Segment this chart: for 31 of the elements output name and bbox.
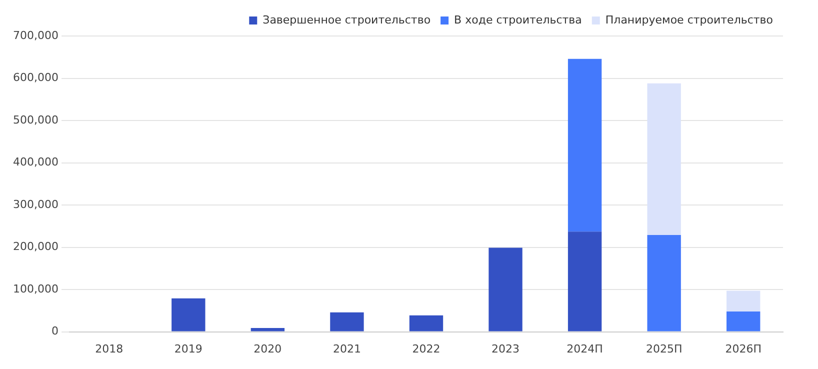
- y-tick-label: 200,000: [12, 240, 58, 254]
- y-tick-label: 300,000: [12, 198, 58, 211]
- bar: [172, 298, 206, 332]
- x-tick-label: 2020: [254, 342, 282, 356]
- x-tick-label: 2022: [412, 342, 440, 356]
- x-tick-label: 2023: [492, 342, 520, 356]
- legend-label: Завершенное строительство: [262, 13, 431, 26]
- y-tick-label: 600,000: [12, 71, 58, 84]
- legend-label: Планируемое строительство: [605, 13, 774, 26]
- bar: [647, 83, 681, 236]
- x-tick-label: 2021: [332, 342, 361, 356]
- bar: [488, 248, 522, 332]
- bar: [726, 290, 760, 312]
- y-tick-label: 700,000: [12, 28, 58, 42]
- bar: [726, 312, 760, 332]
- y-tick-label: 500,000: [12, 113, 58, 126]
- bar: [330, 312, 364, 332]
- bar: [250, 328, 285, 332]
- x-tick-label: 2024П: [566, 342, 603, 356]
- x-tick-label: 2025П: [646, 342, 682, 356]
- bar: [568, 58, 602, 232]
- x-tick-label: 2018: [95, 342, 124, 356]
- y-tick-label: 0: [51, 324, 58, 338]
- x-tick-label: 2019: [174, 342, 202, 356]
- y-tick-label: 100,000: [12, 282, 58, 296]
- legend-label: В ходе строительства: [454, 13, 582, 26]
- bar: [409, 315, 444, 332]
- bar: [568, 232, 602, 332]
- bar: [647, 235, 681, 332]
- x-tick-label: 2026П: [725, 342, 762, 356]
- y-tick-label: 400,000: [12, 156, 58, 169]
